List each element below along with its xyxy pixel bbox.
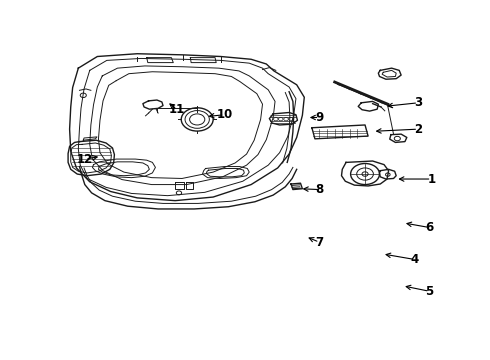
Text: 8: 8	[316, 183, 323, 196]
Text: 5: 5	[425, 285, 434, 298]
Text: 7: 7	[316, 236, 323, 249]
Text: 2: 2	[414, 123, 422, 136]
Text: 3: 3	[414, 96, 422, 109]
Text: 1: 1	[427, 172, 436, 185]
Text: 9: 9	[316, 111, 323, 124]
Text: 4: 4	[410, 253, 418, 266]
Text: 6: 6	[425, 221, 434, 234]
Text: 12: 12	[77, 153, 93, 166]
Text: 10: 10	[217, 108, 233, 121]
Text: 11: 11	[169, 103, 185, 116]
